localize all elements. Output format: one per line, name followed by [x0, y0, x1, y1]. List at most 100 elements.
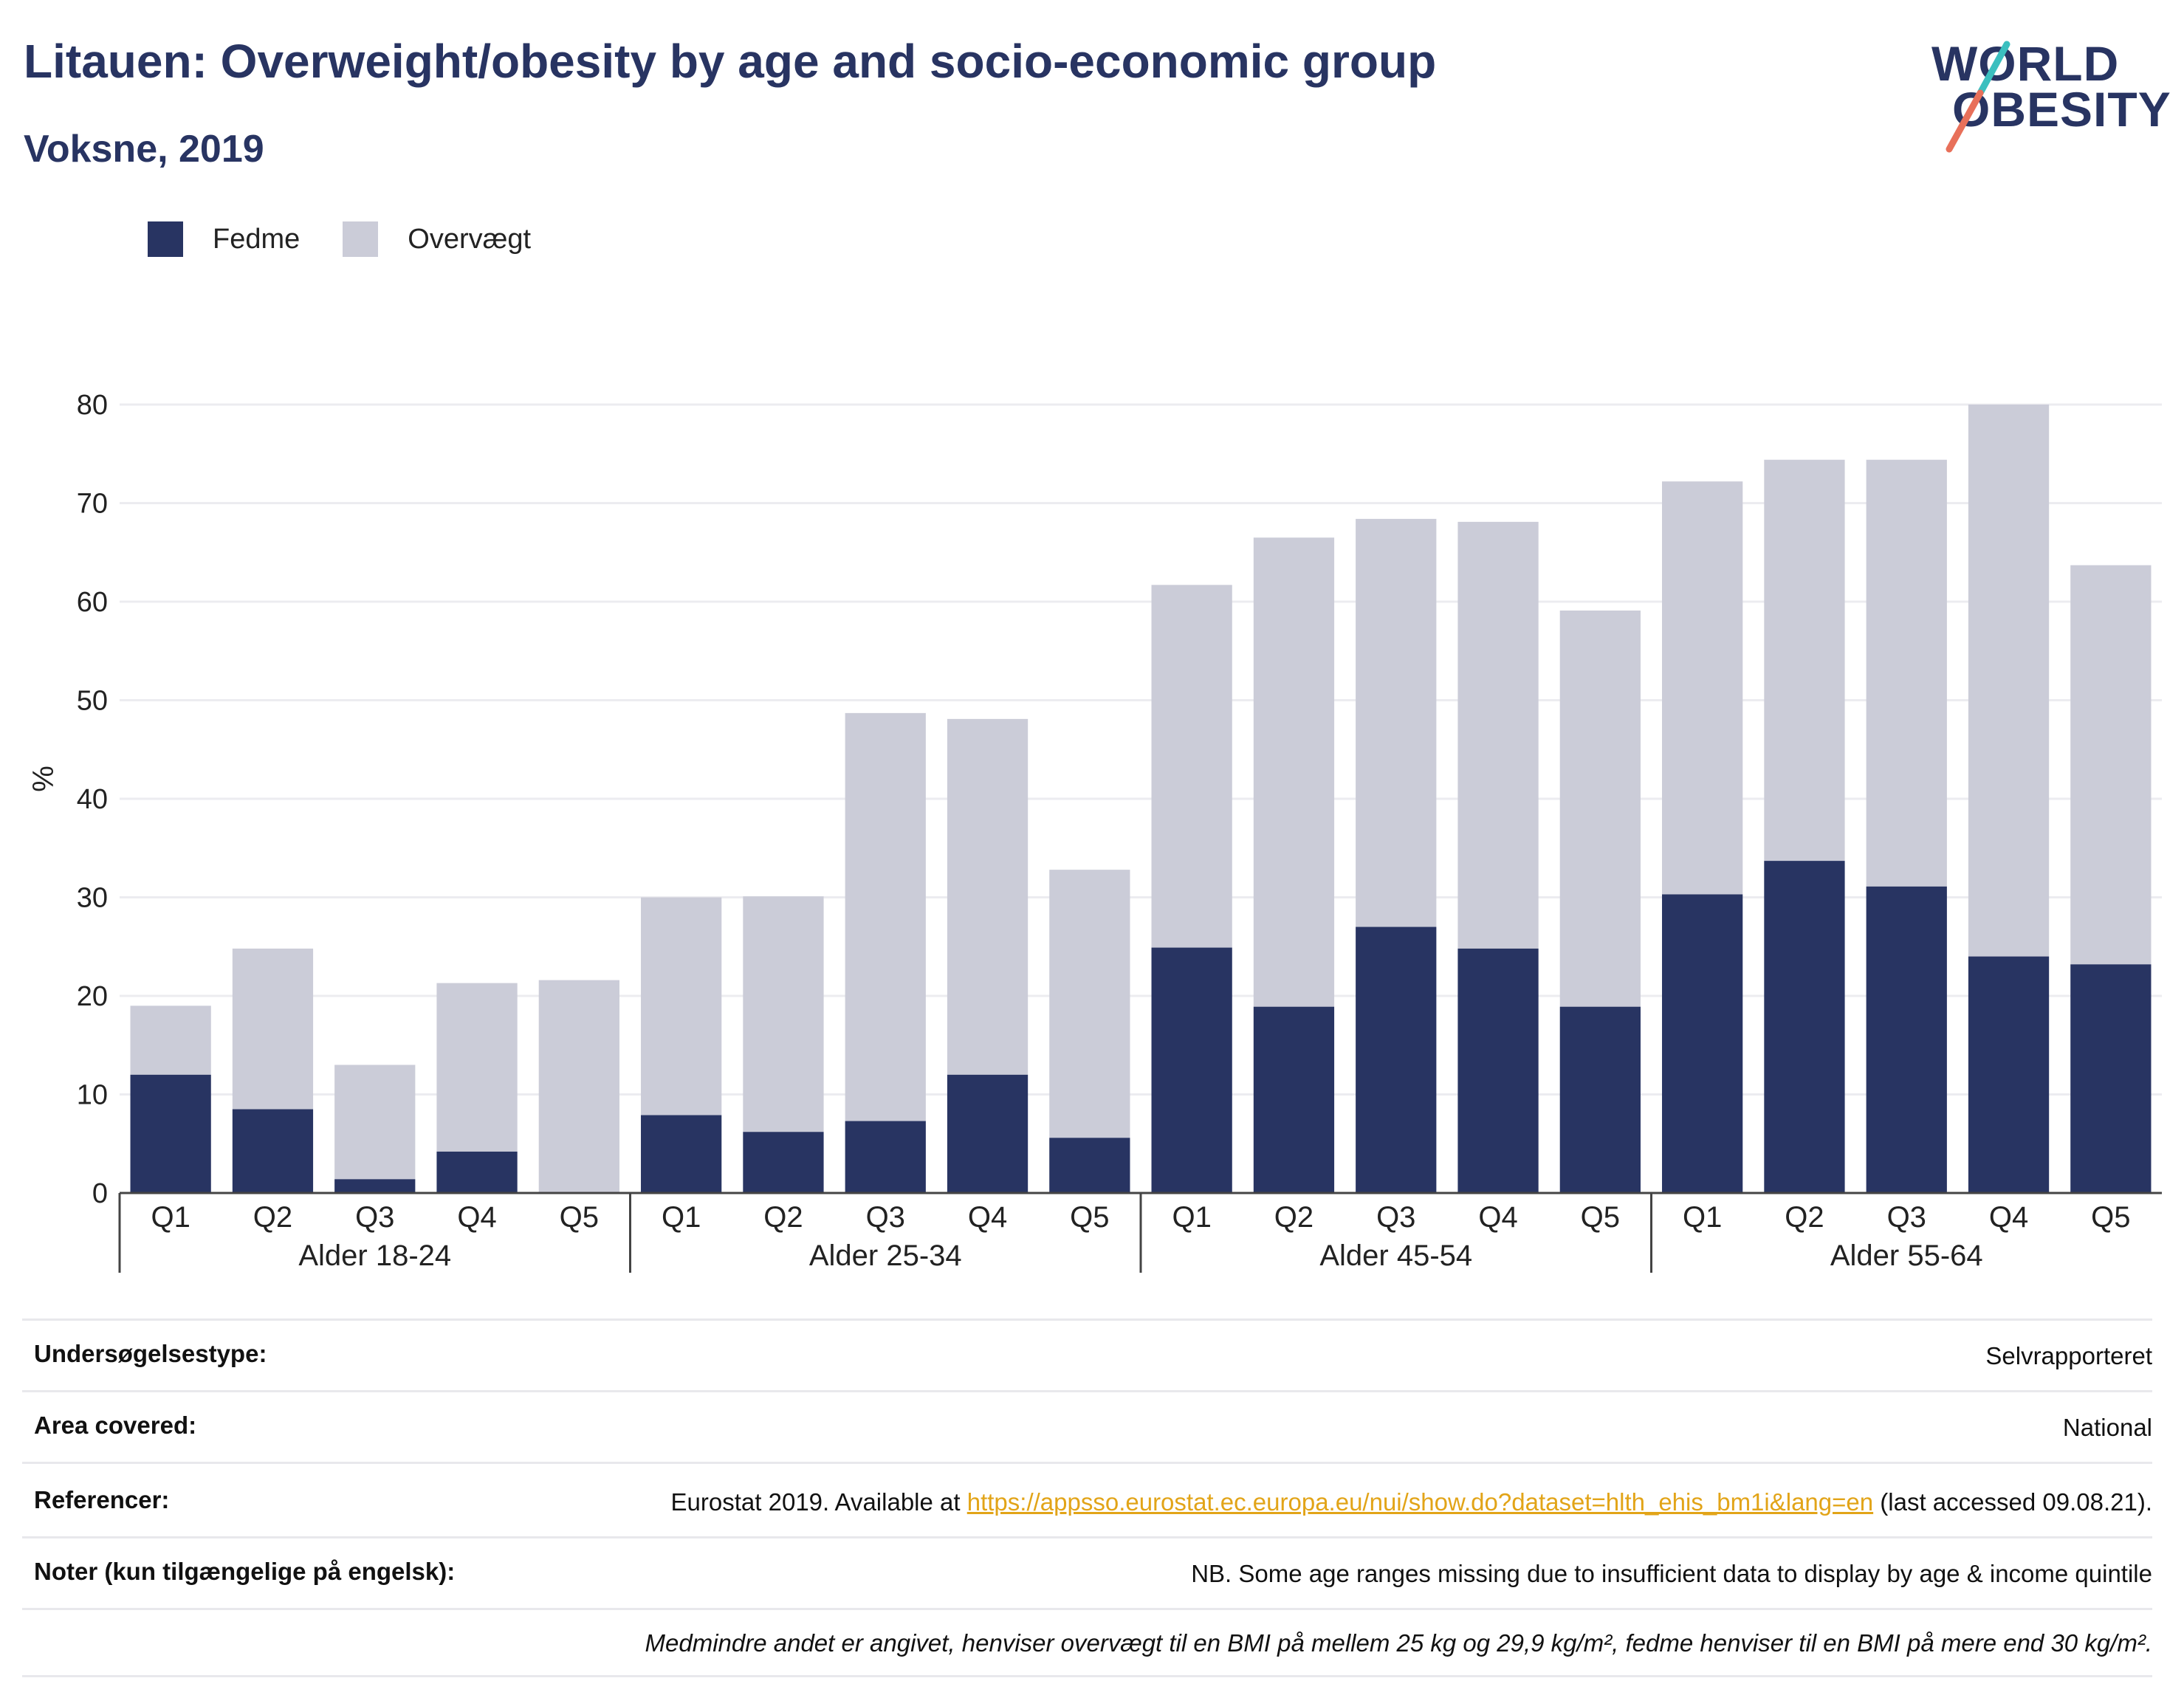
bar-overvaegt: [641, 897, 722, 1115]
x-tick-label: Q3: [355, 1201, 394, 1234]
bar-overvaegt: [1662, 481, 1743, 895]
bar-overvaegt: [845, 712, 926, 1121]
legend-item-overvaegt[interactable]: Overvægt: [343, 221, 531, 257]
bar-fedme: [1866, 886, 1947, 1193]
group-label: Alder 45-54: [1319, 1240, 1472, 1272]
bar-overvaegt: [130, 1005, 211, 1075]
bar-fedme: [130, 1074, 211, 1193]
area-covered-value: National: [2062, 1414, 2152, 1441]
y-tick-label: 70: [77, 489, 108, 520]
x-tick-label: Q2: [1274, 1201, 1314, 1234]
bar-fedme: [743, 1132, 824, 1193]
bar-fedme: [232, 1109, 314, 1193]
notes-value: NB. Some age ranges missing due to insuf…: [1191, 1560, 2152, 1587]
references-value: Eurostat 2019. Available at https://apps…: [671, 1486, 2152, 1519]
info-table: Undersøgelsestype: Selvrapporteret Area …: [22, 1318, 2152, 1677]
x-tick-label: Q4: [1989, 1201, 2028, 1234]
logo-slash-teal: [1977, 41, 2010, 97]
logo-line-2: OBESITY: [1952, 82, 2171, 137]
x-tick-label: Q2: [1785, 1201, 1824, 1234]
y-tick-label: 80: [77, 390, 108, 421]
bar-overvaegt: [1559, 611, 1641, 1007]
bar-fedme: [641, 1115, 722, 1193]
x-tick-label: Q5: [560, 1201, 599, 1234]
bar-fedme: [2070, 964, 2152, 1193]
x-tick-label: Q1: [1683, 1201, 1722, 1234]
legend-item-fedme[interactable]: Fedme: [148, 221, 300, 257]
bar-fedme: [334, 1179, 416, 1193]
y-tick-label: 40: [77, 784, 108, 815]
notes-label: Noter (kun tilgængelige på engelsk):: [34, 1558, 456, 1585]
y-axis-label: %: [27, 766, 60, 792]
legend-swatch-overvaegt: [343, 221, 379, 257]
x-tick-label: Q5: [1070, 1201, 1109, 1234]
survey-type-label: Undersøgelsestype:: [34, 1340, 267, 1367]
chart-legend: Fedme Overvægt: [148, 217, 574, 261]
x-tick-label: Q3: [866, 1201, 905, 1234]
bar-fedme: [1356, 926, 1437, 1193]
group-label: Alder 55-64: [1830, 1240, 1983, 1272]
reference-suffix: (last accessed 09.08.21).: [1873, 1488, 2152, 1516]
bar-overvaegt: [947, 718, 1029, 1075]
reference-prefix: Eurostat 2019. Available at: [670, 1488, 967, 1516]
bar-fedme: [1559, 1006, 1641, 1193]
bar-fedme: [1253, 1006, 1335, 1193]
x-tick-label: Q1: [662, 1201, 701, 1234]
x-tick-label: Q1: [151, 1201, 190, 1234]
legend-label-fedme: Fedme: [213, 223, 301, 255]
bar-fedme: [1049, 1138, 1130, 1193]
info-row-area: Area covered: National: [22, 1390, 2152, 1462]
bar-fedme: [845, 1121, 926, 1193]
info-row-references: Referencer: Eurostat 2019. Available at …: [22, 1462, 2152, 1536]
logo-slash-icon: [1946, 41, 2010, 153]
bar-fedme: [436, 1151, 518, 1193]
info-row-survey: Undersøgelsestype: Selvrapporteret: [22, 1318, 2152, 1390]
chart-subtitle: Voksne, 2019: [24, 128, 264, 171]
x-tick-label: Q5: [2091, 1201, 2130, 1234]
bar-overvaegt: [1356, 518, 1437, 927]
y-tick-label: 30: [77, 883, 108, 914]
bar-overvaegt: [2070, 565, 2152, 965]
group-label: Alder 25-34: [809, 1240, 962, 1272]
bar-overvaegt: [1968, 405, 2050, 957]
x-tick-label: Q1: [1172, 1201, 1211, 1234]
bar-fedme: [1151, 947, 1232, 1193]
x-tick-label: Q3: [1376, 1201, 1415, 1234]
references-label: Referencer:: [34, 1486, 170, 1513]
y-tick-label: 60: [77, 587, 108, 618]
bar-overvaegt: [1253, 537, 1335, 1007]
bar-overvaegt: [436, 983, 518, 1152]
bar-overvaegt: [1764, 459, 1845, 862]
x-tick-label: Q4: [457, 1201, 496, 1234]
logo-slash-coral: [1946, 89, 1984, 153]
x-tick-label: Q2: [253, 1201, 292, 1234]
bar-overvaegt: [232, 948, 314, 1110]
y-tick-label: 0: [92, 1178, 108, 1209]
survey-type-value: Selvrapporteret: [1985, 1342, 2152, 1369]
bmi-footnote: Medmindre andet er angivet, henviser ove…: [22, 1608, 2152, 1677]
bar-fedme: [1968, 956, 2050, 1193]
bar-fedme: [1764, 861, 1845, 1193]
bar-fedme: [1662, 894, 1743, 1193]
bar-overvaegt: [1866, 459, 1947, 887]
chart-title: Litauen: Overweight/obesity by age and s…: [24, 35, 1437, 88]
bar-overvaegt: [1457, 521, 1539, 949]
x-tick-label: Q2: [763, 1201, 803, 1234]
bar-overvaegt: [334, 1065, 416, 1180]
x-tick-label: Q5: [1581, 1201, 1620, 1234]
group-label: Alder 18-24: [298, 1240, 451, 1272]
reference-link[interactable]: https://appsso.eurostat.ec.europa.eu/nui…: [966, 1488, 1874, 1516]
bar-overvaegt: [538, 980, 619, 1193]
x-tick-label: Q4: [968, 1201, 1007, 1234]
x-tick-label: Q4: [1478, 1201, 1517, 1234]
y-tick-label: 50: [77, 686, 108, 717]
bar-overvaegt: [743, 896, 824, 1132]
bar-fedme: [1457, 948, 1539, 1193]
legend-swatch-fedme: [148, 221, 183, 257]
y-tick-label: 10: [77, 1080, 108, 1111]
logo-line-1: WORLD: [1931, 36, 2120, 91]
area-covered-label: Area covered:: [34, 1412, 197, 1439]
bar-overvaegt: [1049, 870, 1130, 1138]
legend-label-overvaegt: Overvægt: [408, 223, 532, 255]
